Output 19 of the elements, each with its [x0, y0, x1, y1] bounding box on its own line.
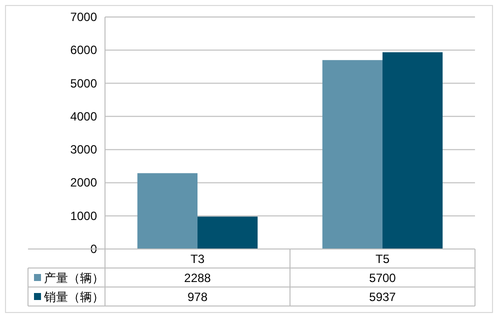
bar: [322, 60, 382, 249]
y-tick-label: 5000: [70, 76, 98, 90]
legend-label: 产量（辆）: [44, 271, 104, 285]
y-tick-label: 3000: [70, 142, 98, 157]
bar: [198, 216, 258, 249]
bar: [137, 173, 198, 249]
data-label: 5937: [369, 290, 396, 304]
data-label: 2288: [184, 271, 212, 285]
data-label: 978: [187, 290, 208, 304]
x-tick-label: T3: [190, 252, 205, 266]
y-tick-label: 7000: [70, 10, 98, 24]
data-label: 5700: [369, 271, 396, 285]
y-tick-label: 1000: [70, 208, 98, 223]
y-tick-label: 2000: [70, 176, 98, 190]
y-tick-label: 4000: [70, 109, 98, 124]
x-tick-label: T5: [375, 252, 390, 266]
y-tick-label: 6000: [70, 43, 98, 58]
bar: [382, 52, 443, 249]
legend-label: 销量（辆）: [43, 290, 104, 304]
